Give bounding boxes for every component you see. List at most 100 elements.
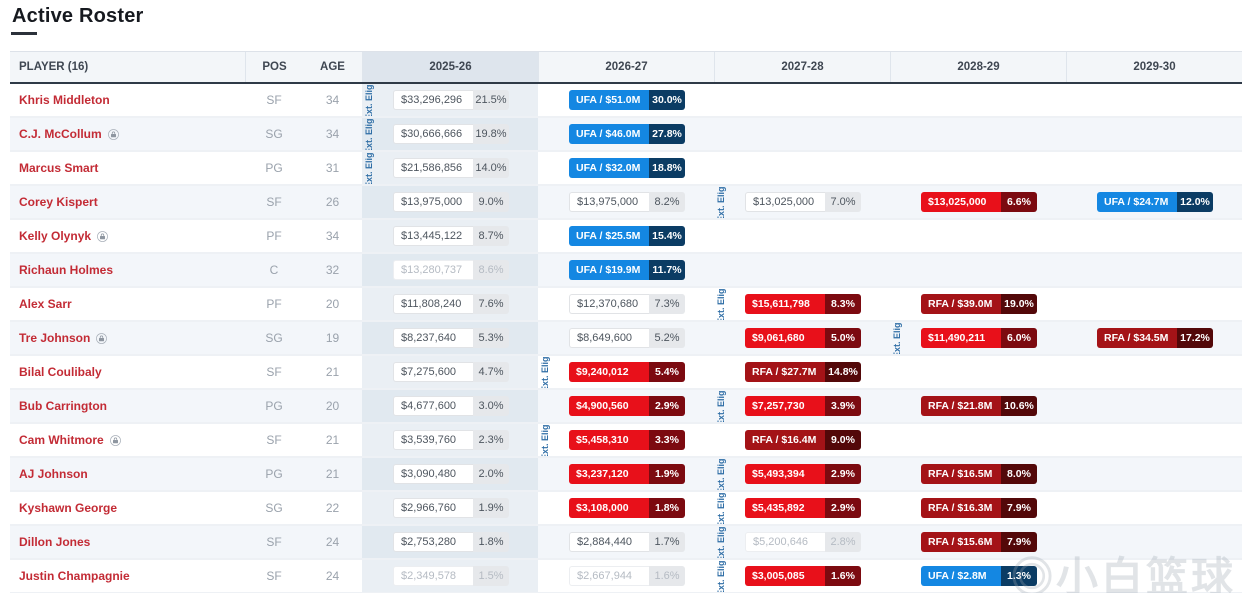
- contract-cell-2028-29: RFA / $21.8M 10.6%: [890, 390, 1066, 422]
- header-year-2027-28[interactable]: 2027-28: [714, 52, 890, 82]
- contract-cell-2028-29: [890, 356, 1066, 388]
- cap-percent: 8.3%: [825, 294, 861, 314]
- player-link[interactable]: Justin Champagnie: [19, 569, 130, 583]
- cap-percent: 2.9%: [825, 498, 861, 518]
- player-pos: SG: [265, 331, 283, 345]
- title-underline: [11, 32, 37, 35]
- player-age: 26: [325, 195, 340, 209]
- header-player[interactable]: PLAYER (16): [19, 61, 89, 73]
- contract-cell-2027-28: Ext. Elig. $5,200,646 2.8%: [714, 526, 890, 558]
- salary-value: RFA / $16.3M: [921, 498, 1001, 518]
- ext-elig-label: Ext. Elig.: [716, 288, 726, 320]
- ufa-badge: UFA / $2.8M 1.3%: [921, 566, 1037, 586]
- player-age: 21: [325, 467, 340, 481]
- salary-value: $9,240,012: [569, 362, 649, 382]
- contract-cell-2026-27: UFA / $19.9M 11.7%: [538, 254, 714, 286]
- salary-pill: $5,493,394 2.9%: [745, 464, 861, 484]
- contract-cell-2029-30: [1066, 84, 1242, 116]
- player-link[interactable]: Tre Johnson: [19, 331, 91, 345]
- salary-pill: $13,025,000 7.0%: [745, 192, 861, 212]
- player-pos: SF: [266, 569, 282, 583]
- contract-cell-2029-30: [1066, 390, 1242, 422]
- ext-elig-label: Ext. Elig.: [716, 560, 726, 592]
- cap-percent: 14.0%: [473, 158, 509, 178]
- player-name-cell: Bub Carrington: [10, 390, 245, 422]
- contract-cell-2025-26: Ext. Elig. $30,666,666 19.8%: [362, 118, 538, 150]
- header-year-2029-30[interactable]: 2029-30: [1066, 52, 1242, 82]
- salary-value: RFA / $16.4M: [745, 430, 825, 450]
- player-link[interactable]: Alex Sarr: [19, 297, 72, 311]
- cap-percent: 21.5%: [473, 90, 509, 110]
- salary-value: UFA / $2.8M: [921, 566, 1001, 586]
- salary-value: $11,490,211: [921, 328, 1001, 348]
- contract-cell-2028-29: [890, 220, 1066, 252]
- player-link[interactable]: Cam Whitmore: [19, 433, 104, 447]
- player-link[interactable]: Marcus Smart: [19, 161, 99, 175]
- contract-cell-2025-26: Ext. Elig. $21,586,856 14.0%: [362, 152, 538, 184]
- lock-icon: [109, 435, 121, 446]
- salary-pill: $3,090,480 2.0%: [393, 464, 509, 484]
- contract-cell-2026-27: UFA / $51.0M 30.0%: [538, 84, 714, 116]
- cap-percent: 1.8%: [649, 498, 685, 518]
- cap-percent: 8.2%: [649, 192, 685, 212]
- contract-cell-2028-29: [890, 424, 1066, 456]
- salary-pill: $2,753,280 1.8%: [393, 532, 509, 552]
- header-year-2026-27[interactable]: 2026-27: [538, 52, 714, 82]
- salary-pill: $7,257,730 3.9%: [745, 396, 861, 416]
- header-pos[interactable]: POS: [245, 52, 303, 82]
- salary-value: $3,108,000: [569, 498, 649, 518]
- cap-percent: 15.4%: [649, 226, 685, 246]
- salary-pill: $13,280,737 8.6%: [393, 260, 509, 280]
- contract-cell-2027-28: Ext. Elig. $5,435,892 2.9%: [714, 492, 890, 524]
- contract-cell-2028-29: $13,025,000 6.6%: [890, 186, 1066, 218]
- player-age: 31: [325, 161, 340, 175]
- player-link[interactable]: Bilal Coulibaly: [19, 365, 102, 379]
- rfa-badge: RFA / $16.5M 8.0%: [921, 464, 1037, 484]
- table-row: Corey Kispert SF 26 $13,975,000 9.0% $13,975,…: [10, 186, 1242, 220]
- ext-elig-label: Ext. Elig.: [364, 84, 374, 116]
- contract-cell-2026-27: $2,884,440 1.7%: [538, 526, 714, 558]
- contract-cell-2025-26: $3,090,480 2.0%: [362, 458, 538, 490]
- lock-icon: [97, 231, 108, 242]
- header-year-2025-26[interactable]: 2025-26: [362, 52, 538, 82]
- player-name-cell: Kelly Olynyk: [10, 220, 245, 252]
- contract-cell-2026-27: Ext. Elig. $9,240,012 5.4%: [538, 356, 714, 388]
- ufa-badge: UFA / $32.0M 18.8%: [569, 158, 685, 178]
- player-link[interactable]: C.J. McCollum: [19, 127, 102, 141]
- salary-pill: $13,975,000 8.2%: [569, 192, 685, 212]
- player-link[interactable]: AJ Johnson: [19, 467, 88, 481]
- salary-value: $3,539,760: [393, 430, 473, 450]
- salary-pill: $5,435,892 2.9%: [745, 498, 861, 518]
- salary-value: $5,435,892: [745, 498, 825, 518]
- player-name-cell: Khris Middleton: [10, 84, 245, 116]
- contract-cell-2026-27: $4,900,560 2.9%: [538, 390, 714, 422]
- player-link[interactable]: Kyshawn George: [19, 501, 118, 515]
- contract-cell-2027-28: RFA / $27.7M 14.8%: [714, 356, 890, 388]
- ext-elig-label: Ext. Elig.: [540, 356, 550, 388]
- player-link[interactable]: Dillon Jones: [19, 535, 91, 549]
- player-link[interactable]: Corey Kispert: [19, 195, 98, 209]
- cap-percent: 7.9%: [1001, 532, 1037, 552]
- player-pos: SF: [266, 93, 282, 107]
- salary-value: $13,280,737: [393, 260, 473, 280]
- contract-cell-2029-30: [1066, 118, 1242, 150]
- player-link[interactable]: Kelly Olynyk: [19, 229, 92, 243]
- cap-percent: 5.0%: [825, 328, 861, 348]
- salary-pill: $3,539,760 2.3%: [393, 430, 509, 450]
- contract-cell-2026-27: $2,667,944 1.6%: [538, 560, 714, 592]
- header-age[interactable]: AGE: [320, 61, 345, 73]
- cap-percent: 2.9%: [649, 396, 685, 416]
- salary-pill: $15,611,798 8.3%: [745, 294, 861, 314]
- contract-cell-2025-26: $2,966,760 1.9%: [362, 492, 538, 524]
- contract-cell-2025-26: $3,539,760 2.3%: [362, 424, 538, 456]
- player-link[interactable]: Bub Carrington: [19, 399, 107, 413]
- header-year-2028-29[interactable]: 2028-29: [890, 52, 1066, 82]
- contract-cell-2026-27: $3,108,000 1.8%: [538, 492, 714, 524]
- player-link[interactable]: Khris Middleton: [19, 93, 110, 107]
- table-row: Bub Carrington PG 20 $4,677,600 3.0% $4,900,5…: [10, 390, 1242, 424]
- salary-value: $13,025,000: [921, 192, 1001, 212]
- player-link[interactable]: Richaun Holmes: [19, 263, 114, 277]
- contract-cell-2026-27: $12,370,680 7.3%: [538, 288, 714, 320]
- salary-value: UFA / $19.9M: [569, 260, 649, 280]
- cap-percent: 7.9%: [1001, 498, 1037, 518]
